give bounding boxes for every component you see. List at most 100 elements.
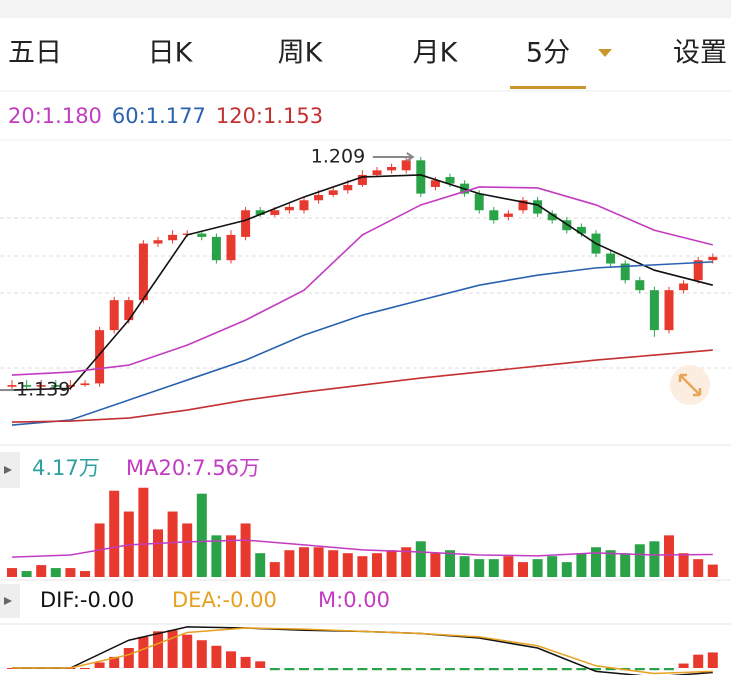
macd-bar	[299, 668, 309, 671]
macd-bar	[226, 651, 236, 668]
volume-bar	[561, 562, 572, 577]
volume-bar	[605, 550, 616, 577]
volume-bar	[459, 556, 470, 577]
macd-bar	[488, 668, 499, 671]
candle-body	[503, 213, 513, 217]
ma-line	[11, 261, 713, 426]
volume-ma-line	[11, 539, 713, 558]
volume-bar	[36, 565, 47, 577]
macd-bar	[459, 668, 470, 671]
volume-bar	[386, 550, 397, 577]
tab[interactable]: 周K	[278, 38, 324, 69]
volume-bar	[167, 511, 178, 577]
volume-bar	[488, 559, 499, 577]
dea-label: DEA:-0.00	[172, 588, 277, 612]
macd-bar	[430, 668, 441, 671]
volume-panel	[7, 487, 718, 577]
candle-body	[65, 385, 75, 387]
macd-bar	[138, 636, 149, 668]
ma-line	[11, 349, 713, 423]
collapse-icon	[4, 466, 12, 474]
macd-bar	[547, 668, 558, 671]
candle-body	[445, 176, 455, 184]
macd-bar	[269, 668, 280, 671]
volume-bar	[226, 535, 236, 577]
macd-panel	[7, 626, 718, 675]
tab[interactable]: 五日	[8, 38, 62, 69]
volume-bar	[50, 568, 61, 577]
volume-bar	[547, 556, 558, 577]
candle-body	[226, 234, 236, 261]
candle-body	[518, 200, 528, 211]
macd-bar	[240, 656, 251, 668]
tab[interactable]: 月K	[413, 38, 459, 69]
volume-bar	[21, 571, 32, 577]
macd-bar	[474, 668, 485, 671]
annotation-arrow	[372, 152, 415, 162]
volume-bar	[7, 568, 17, 577]
macd-bar	[707, 652, 718, 668]
macd-bar	[561, 668, 572, 671]
tab[interactable]: 设置	[673, 38, 727, 69]
volume-bar	[591, 547, 601, 577]
candle-body	[270, 210, 280, 215]
candle-body	[255, 210, 265, 215]
volume-bar	[255, 553, 266, 577]
volume-bar	[240, 523, 251, 577]
volume-bar	[328, 550, 339, 577]
volume-bar	[430, 553, 441, 577]
volume-bar	[109, 490, 120, 577]
candle-body	[620, 263, 630, 281]
macd-bar	[518, 668, 528, 671]
macd-bar	[532, 668, 543, 671]
macd-bar	[415, 668, 426, 671]
ma-legend-item: 120:1.153	[216, 104, 323, 128]
candle-body	[109, 300, 119, 331]
volume-bar	[357, 556, 368, 577]
candle-body	[197, 233, 207, 237]
tab[interactable]: 日K	[148, 38, 194, 69]
macd-bar	[109, 656, 120, 668]
volume-bar	[634, 544, 645, 577]
macd-bar	[372, 668, 382, 671]
macd-bar	[167, 630, 178, 668]
macd-bar	[445, 668, 455, 671]
macd-bar	[401, 668, 412, 671]
tab-underline	[510, 86, 586, 89]
candle-body	[708, 256, 718, 261]
candle-body	[153, 240, 163, 244]
macd-bar	[649, 668, 660, 671]
macd-bar	[678, 663, 689, 668]
macd-bar	[211, 645, 222, 668]
volume-ma-label: MA20:7.56万	[126, 456, 260, 480]
collapse-icon	[4, 597, 12, 605]
macd-bar	[591, 668, 601, 671]
low-annotation: 1.139	[16, 379, 70, 401]
ma-legend-item: 20:1.180	[8, 104, 102, 128]
ma-line	[11, 174, 713, 391]
volume-bar	[299, 547, 309, 577]
candle-body	[489, 210, 499, 221]
macd-bar	[94, 662, 105, 668]
macd-bar	[576, 668, 587, 671]
candle-body	[606, 253, 616, 264]
volume-bar	[649, 541, 660, 577]
candle-body	[649, 290, 659, 331]
dif-label: DIF:-0.00	[40, 588, 134, 612]
candle-body	[635, 280, 645, 291]
price-grid	[0, 217, 731, 369]
tab[interactable]: 5分	[526, 38, 570, 69]
macd-bar	[313, 668, 324, 671]
volume-bar	[415, 541, 426, 577]
high-annotation: 1.209	[311, 145, 365, 167]
macd-bar	[386, 668, 397, 671]
volume-bar	[342, 553, 353, 577]
candle-body	[314, 194, 324, 201]
volume-bar	[372, 553, 382, 577]
ma-line	[11, 186, 713, 376]
tab-bar: 五日 日K 周K 月K 5分 设置	[8, 38, 727, 89]
volume-bar	[80, 571, 90, 577]
candle-body	[124, 300, 134, 321]
macd-bar	[284, 668, 295, 671]
macd-bar	[196, 640, 207, 668]
